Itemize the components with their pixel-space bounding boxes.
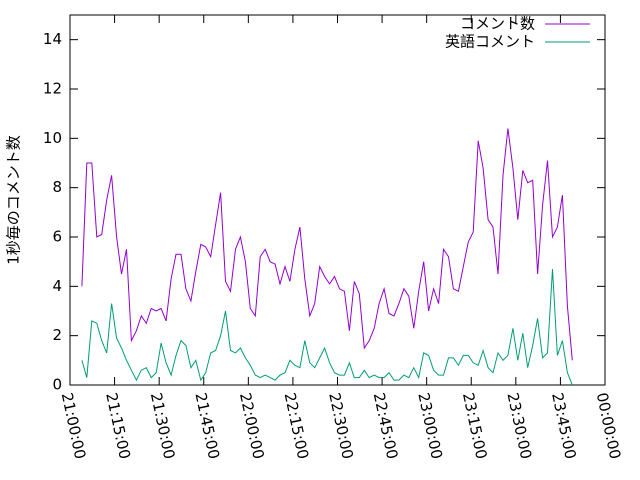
x-tick-label: 22:15:00 bbox=[281, 391, 313, 461]
plot-border bbox=[69, 14, 606, 386]
x-tick-label: 22:00:00 bbox=[236, 391, 268, 461]
y-tick-label: 12 bbox=[43, 80, 62, 98]
x-tick-label: 22:30:00 bbox=[325, 391, 357, 461]
y-tick-label: 10 bbox=[43, 129, 62, 147]
x-tick-label: 00:00:00 bbox=[593, 391, 625, 461]
x-tick-label: 22:45:00 bbox=[370, 391, 402, 461]
x-tick-label: 21:30:00 bbox=[147, 391, 179, 461]
y-tick-label: 2 bbox=[52, 326, 62, 344]
legend-label: コメント数 bbox=[460, 15, 535, 33]
x-tick-label: 23:45:00 bbox=[548, 391, 580, 461]
y-tick-label: 4 bbox=[52, 277, 62, 295]
x-tick-label: 21:15:00 bbox=[102, 391, 134, 461]
x-tick-label: 23:30:00 bbox=[504, 391, 536, 461]
series-line bbox=[81, 128, 573, 361]
x-tick-label: 23:15:00 bbox=[459, 391, 491, 461]
series-line bbox=[81, 269, 573, 386]
y-tick-label: 14 bbox=[43, 30, 62, 48]
x-tick-label: 23:00:00 bbox=[414, 391, 446, 461]
x-tick-label: 21:45:00 bbox=[191, 391, 223, 461]
y-axis-label: 1秒毎のコメント数 bbox=[5, 135, 23, 265]
y-tick-label: 8 bbox=[52, 178, 62, 196]
x-tick-label: 21:00:00 bbox=[58, 391, 90, 461]
y-tick-label: 6 bbox=[52, 228, 62, 246]
y-tick-label: 0 bbox=[52, 376, 62, 394]
legend-label: 英語コメント bbox=[445, 33, 535, 51]
